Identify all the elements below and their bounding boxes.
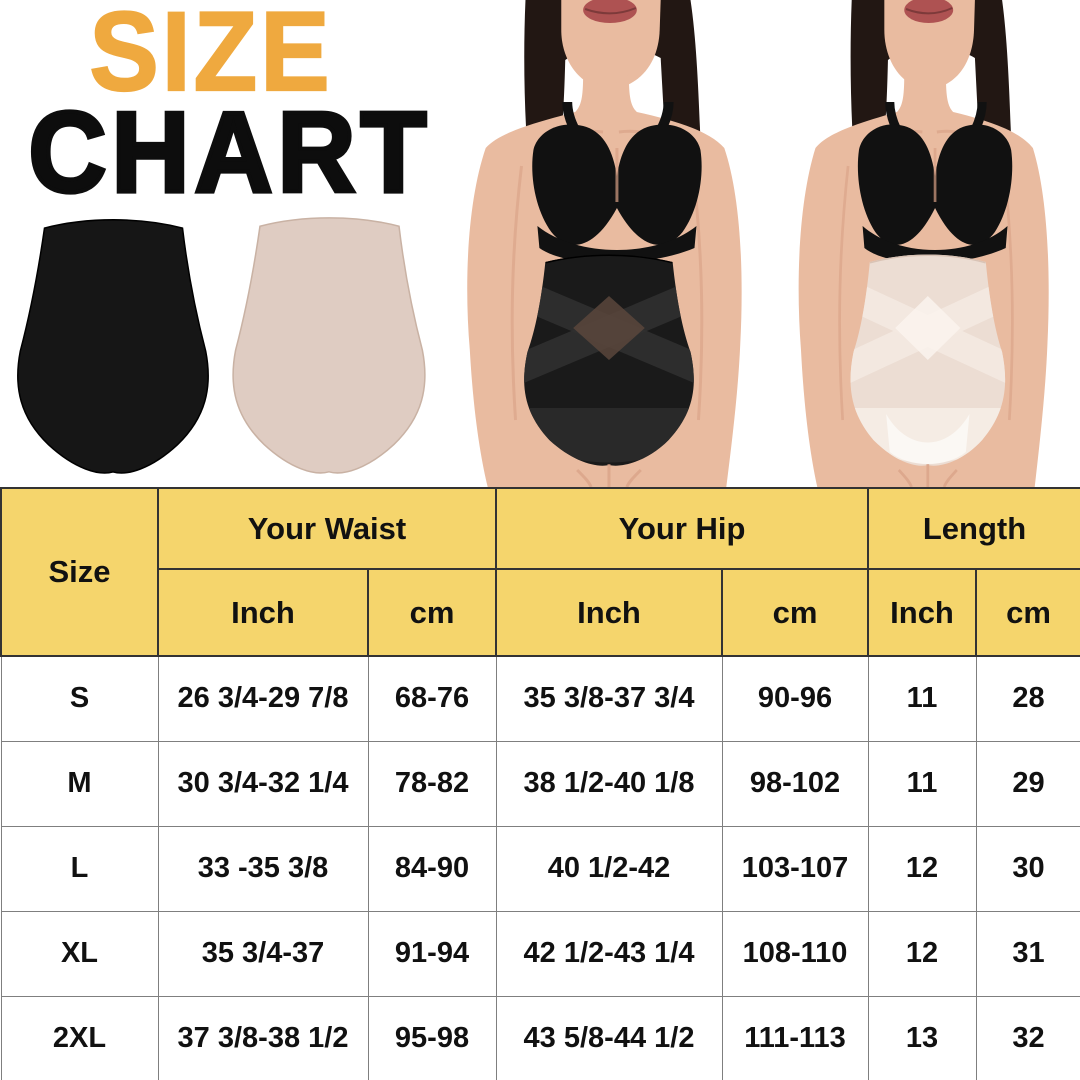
cell-length-inch: 11 <box>867 740 977 827</box>
cell-waist-cm: 95-98 <box>367 995 497 1080</box>
col-header-size: Size <box>0 487 159 657</box>
cell-length-inch: 11 <box>867 655 977 742</box>
cell-length-cm: 30 <box>975 825 1080 912</box>
cell-hip-inch: 43 5/8-44 1/2 <box>495 995 723 1080</box>
col-header-length: Length <box>867 487 1080 570</box>
cell-waist-inch: 30 3/4-32 1/4 <box>157 740 369 827</box>
table-row-2xl: 2XL 37 3/8-38 1/2 95-98 43 5/8-44 1/2 11… <box>0 995 1080 1080</box>
model-photo-beige-shapewear <box>772 0 1080 487</box>
cell-hip-inch: 42 1/2-43 1/4 <box>495 910 723 997</box>
header-row-groups: Size Your Waist Your Hip Length <box>0 487 1080 657</box>
col-header-waist-cm: cm <box>366 568 498 657</box>
cell-length-cm: 32 <box>975 995 1080 1080</box>
col-header-length-cm: cm <box>975 568 1080 657</box>
cell-hip-inch: 40 1/2-42 <box>495 825 723 912</box>
black-shapewear-product-image <box>10 212 217 484</box>
cell-hip-inch: 35 3/8-37 3/4 <box>495 655 723 742</box>
table-row-xl: XL 35 3/4-37 91-94 42 1/2-43 1/4 108-110… <box>0 910 1080 997</box>
cell-size: S <box>0 655 159 742</box>
cell-waist-cm: 84-90 <box>367 825 497 912</box>
cell-waist-inch: 37 3/8-38 1/2 <box>157 995 369 1080</box>
cell-hip-inch: 38 1/2-40 1/8 <box>495 740 723 827</box>
cell-hip-cm: 108-110 <box>721 910 869 997</box>
col-header-hip-cm: cm <box>721 568 870 657</box>
col-header-waist-inch: Inch <box>157 568 369 657</box>
cell-size: L <box>0 825 159 912</box>
cell-hip-cm: 98-102 <box>721 740 869 827</box>
cell-hip-cm: 111-113 <box>721 995 869 1080</box>
col-header-hip: Your Hip <box>495 487 870 570</box>
cell-waist-cm: 91-94 <box>367 910 497 997</box>
col-header-hip-inch: Inch <box>495 568 724 657</box>
cell-length-cm: 28 <box>975 655 1080 742</box>
cell-waist-cm: 68-76 <box>367 655 497 742</box>
cell-length-cm: 31 <box>975 910 1080 997</box>
size-chart-table: Size Your Waist Your Hip Length Inch cm … <box>0 487 1080 1080</box>
cell-length-cm: 29 <box>975 740 1080 827</box>
cell-waist-cm: 78-82 <box>367 740 497 827</box>
col-header-length-inch: Inch <box>867 568 978 657</box>
page-title-chart: CHART <box>27 87 432 216</box>
cell-size: 2XL <box>0 995 159 1080</box>
header-row-units: Inch cm Inch cm Inch cm <box>1 568 1080 657</box>
cell-waist-inch: 33 -35 3/8 <box>157 825 369 912</box>
table-row-m: M 30 3/4-32 1/4 78-82 38 1/2-40 1/8 98-1… <box>0 740 1080 827</box>
beige-shapewear-product-image <box>225 210 434 484</box>
table-row-s: S 26 3/4-29 7/8 68-76 35 3/8-37 3/4 90-9… <box>0 655 1080 742</box>
cell-waist-inch: 35 3/4-37 <box>157 910 369 997</box>
cell-size: XL <box>0 910 159 997</box>
model-photo-black-shapewear <box>438 0 776 487</box>
table-row-l: L 33 -35 3/8 84-90 40 1/2-42 103-107 12 … <box>0 825 1080 912</box>
cell-length-inch: 13 <box>867 995 977 1080</box>
col-header-waist: Your Waist <box>156 487 498 570</box>
cell-waist-inch: 26 3/4-29 7/8 <box>157 655 369 742</box>
cell-size: M <box>0 740 159 827</box>
page-title-size: SIZE <box>88 0 333 115</box>
cell-hip-cm: 90-96 <box>721 655 869 742</box>
cell-length-inch: 12 <box>867 825 977 912</box>
cell-hip-cm: 103-107 <box>721 825 869 912</box>
cell-length-inch: 12 <box>867 910 977 997</box>
